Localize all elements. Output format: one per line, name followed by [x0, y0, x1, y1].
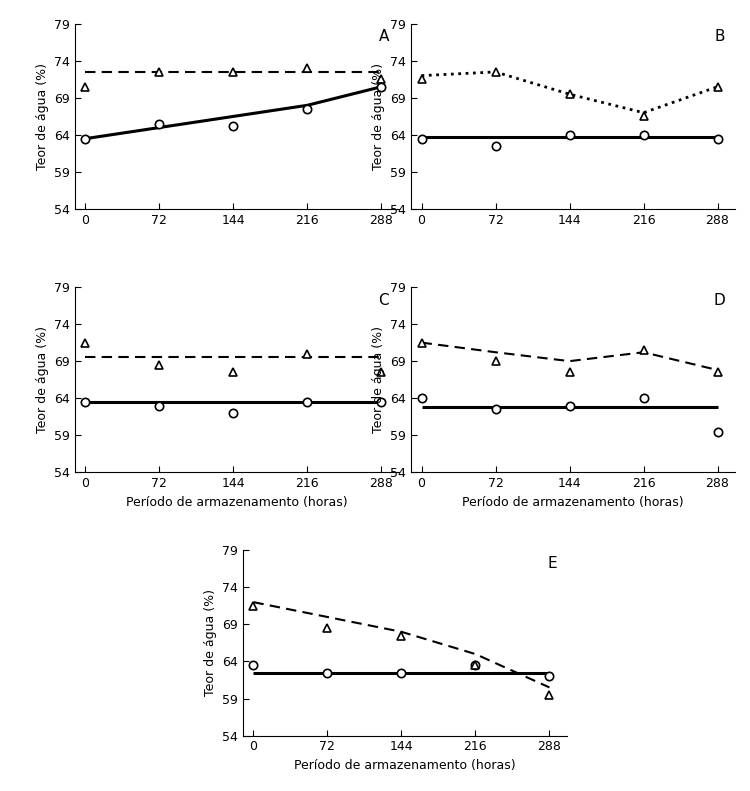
Text: E: E [548, 556, 557, 571]
Y-axis label: Teor de água (%): Teor de água (%) [36, 63, 49, 170]
X-axis label: Período de armazenamento (horas): Período de armazenamento (horas) [462, 496, 684, 509]
Text: B: B [715, 29, 725, 44]
Y-axis label: Teor de água (%): Teor de água (%) [36, 326, 49, 433]
Text: A: A [379, 29, 389, 44]
Text: D: D [713, 293, 725, 308]
Y-axis label: Teor de água (%): Teor de água (%) [372, 326, 385, 433]
Y-axis label: Teor de água (%): Teor de água (%) [204, 589, 217, 696]
Y-axis label: Teor de água (%): Teor de água (%) [372, 63, 385, 170]
Text: C: C [379, 293, 389, 308]
X-axis label: Período de armazenamento (horas): Período de armazenamento (horas) [294, 759, 516, 772]
X-axis label: Período de armazenamento (horas): Período de armazenamento (horas) [126, 496, 348, 509]
